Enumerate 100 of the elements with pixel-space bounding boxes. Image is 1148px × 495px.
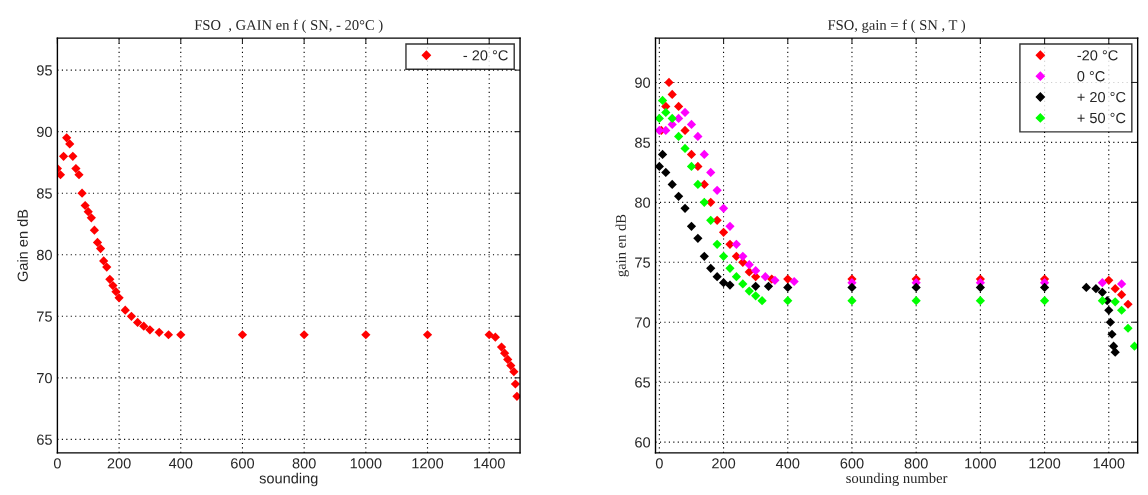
x-tick-label: 1200 (1029, 458, 1061, 469)
point (1117, 290, 1127, 300)
point (760, 272, 770, 282)
chart-title: FSO , GAIN en f ( SN, - 20°C ) (194, 19, 383, 33)
point (361, 330, 371, 340)
y-tick-label: 65 (37, 434, 52, 445)
x-axis-title: sounding (259, 472, 318, 487)
point (693, 161, 703, 171)
point (57, 170, 66, 180)
point (71, 163, 81, 174)
x-tick-label: 0 (53, 458, 61, 469)
point (783, 296, 793, 306)
point (686, 221, 697, 231)
point (1105, 317, 1115, 327)
legend-label: -20 °C (1077, 50, 1118, 61)
point (132, 317, 143, 328)
point (738, 251, 748, 261)
point (1110, 347, 1120, 357)
y-tick-label: 85 (36, 188, 52, 199)
point (1104, 305, 1114, 315)
point (686, 119, 697, 130)
point (718, 203, 729, 213)
point (693, 233, 703, 243)
point (751, 281, 761, 291)
point (661, 107, 671, 118)
point (731, 239, 742, 249)
point (699, 197, 709, 207)
point (674, 101, 684, 112)
point (706, 215, 716, 225)
point (105, 274, 115, 284)
point (1104, 275, 1114, 285)
point (1097, 287, 1107, 297)
point (686, 149, 697, 160)
y-tick-label: 75 (37, 311, 52, 322)
point (68, 151, 78, 161)
point (509, 367, 519, 377)
point (1129, 341, 1138, 351)
point (712, 272, 722, 282)
point (422, 330, 433, 340)
y-tick-label: 75 (635, 257, 651, 268)
point (661, 125, 671, 136)
point (92, 237, 103, 248)
x-tick-label: 1000 (965, 458, 997, 469)
point (1081, 282, 1091, 293)
point (911, 296, 921, 306)
point (111, 287, 121, 297)
x-axis-title: sounding number (846, 472, 948, 487)
point (847, 296, 857, 306)
point (975, 296, 985, 306)
point (783, 282, 793, 293)
point (163, 330, 174, 340)
point (503, 354, 513, 364)
legend-label: + 50 °C (1077, 112, 1126, 124)
point (102, 262, 112, 272)
point (706, 167, 716, 177)
y-tick-label: 90 (37, 126, 52, 138)
y-tick-label: 70 (635, 317, 651, 328)
point (1091, 284, 1101, 294)
x-tick-label: 1000 (350, 458, 382, 469)
x-tick-label: 200 (712, 458, 736, 469)
point (664, 77, 674, 88)
point (725, 263, 735, 273)
point (58, 151, 69, 161)
point (237, 330, 248, 340)
point (145, 325, 155, 335)
point (725, 280, 735, 290)
point (176, 330, 186, 340)
point (680, 107, 690, 118)
point (1039, 296, 1050, 306)
point (751, 266, 761, 276)
point (655, 161, 664, 171)
point (89, 225, 100, 235)
point (65, 139, 75, 149)
y-axis-title: Gain en dB (17, 209, 28, 282)
point (1107, 329, 1117, 339)
y-tick-label: 80 (36, 249, 52, 261)
y-tick-label: 90 (635, 77, 651, 88)
legend-label: 0 °C (1077, 71, 1105, 82)
y-tick-label: 95 (37, 65, 52, 76)
point (510, 379, 521, 389)
point (911, 282, 921, 293)
point (490, 332, 500, 342)
point (674, 131, 684, 142)
y-tick-label: 85 (635, 137, 651, 148)
point (680, 125, 690, 136)
point (783, 274, 793, 284)
point (126, 311, 137, 321)
point (657, 95, 668, 106)
point (496, 342, 507, 352)
point (1117, 305, 1127, 315)
point (738, 279, 748, 289)
point (661, 167, 671, 177)
x-tick-label: 400 (168, 458, 193, 469)
point (680, 143, 690, 154)
point (120, 305, 130, 315)
point (1110, 297, 1120, 307)
point (975, 282, 985, 293)
point (712, 185, 722, 195)
point (789, 276, 799, 287)
point (847, 282, 857, 293)
